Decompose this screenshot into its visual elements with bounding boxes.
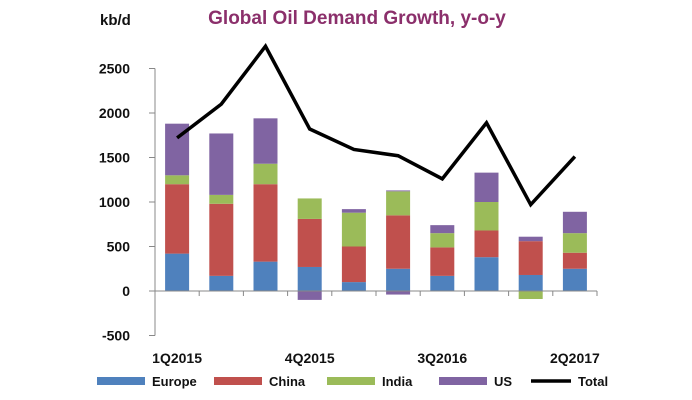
x-tick-label: 4Q2015 — [285, 350, 335, 366]
bar-europe-1q2016 — [341, 282, 366, 291]
x-tick-label: 1Q2015 — [152, 350, 202, 366]
x-axis: 1Q2015 4Q2015 3Q2016 2Q2017 — [152, 350, 600, 366]
bar-india-4q2015 — [297, 198, 322, 219]
bar-india-2q2017 — [562, 233, 587, 253]
legend: Europe China India US Total — [97, 374, 608, 389]
bar-europe-1q2015 — [165, 253, 190, 291]
legend-label-india: India — [382, 374, 413, 389]
bar-china-3q2015 — [253, 184, 278, 262]
bar-india-1q2016 — [341, 212, 366, 247]
legend-swatch-china — [214, 377, 262, 385]
legend-label-us: US — [494, 374, 512, 389]
bar-india-1q2015 — [165, 175, 190, 185]
bar-europe-2q2017 — [562, 268, 587, 291]
line-total — [176, 43, 577, 208]
legend-swatch-india — [327, 377, 375, 385]
bar-us-4q2016 — [474, 172, 499, 202]
bar-us-2q2016 — [386, 190, 411, 192]
legend-label-china: China — [269, 374, 306, 389]
bar-us-1q2017 — [518, 236, 543, 242]
bar-europe-4q2016 — [474, 257, 499, 291]
bar-series — [165, 118, 587, 300]
bar-india-2q2015 — [209, 194, 234, 204]
y-tick-label: 2500 — [99, 61, 130, 77]
bar-china-4q2016 — [474, 230, 499, 258]
bar-europe-3q2015 — [253, 261, 278, 291]
bar-india-4q2016 — [474, 202, 499, 231]
bar-china-2q2016 — [386, 215, 411, 269]
y-tick-label: 0 — [122, 283, 130, 299]
bar-europe-2q2016 — [386, 268, 411, 291]
bar-us-negative-4q2015 — [297, 291, 322, 300]
bar-us-3q2016 — [430, 225, 455, 234]
y-tick-label: 2000 — [99, 105, 130, 121]
bar-china-1q2015 — [165, 184, 190, 254]
bar-china-3q2016 — [430, 247, 455, 276]
bar-china-1q2016 — [341, 246, 366, 283]
legend-swatch-europe — [97, 377, 145, 385]
x-tick-label: 3Q2016 — [417, 350, 467, 366]
y-tick-label: -500 — [102, 328, 130, 344]
bar-china-2q2017 — [562, 252, 587, 269]
legend-swatch-us — [439, 377, 487, 385]
x-tick-label: 2Q2017 — [550, 350, 600, 366]
bar-us-2q2017 — [562, 211, 587, 234]
y-axis-unit-label: kb/d — [100, 12, 131, 29]
legend-label-total: Total — [578, 374, 608, 389]
bar-china-1q2017 — [518, 241, 543, 275]
bar-india-2q2016 — [386, 191, 411, 216]
bar-europe-2q2015 — [209, 275, 234, 291]
bar-europe-4q2015 — [297, 266, 322, 291]
bar-us-3q2015 — [253, 118, 278, 164]
bar-india-1q2017 — [518, 291, 543, 300]
total-line — [176, 43, 577, 208]
legend-label-europe: Europe — [152, 374, 197, 389]
axes — [154, 68, 598, 336]
y-tick-label: 1500 — [99, 150, 130, 166]
bar-china-4q2015 — [297, 218, 322, 267]
bar-india-3q2015 — [253, 163, 278, 185]
y-tick-label: 500 — [107, 239, 131, 255]
chart-title: Global Oil Demand Growth, y-o-y — [208, 8, 506, 29]
y-tick-label: 1000 — [99, 194, 130, 210]
bar-china-2q2015 — [209, 203, 234, 276]
bar-europe-1q2017 — [518, 274, 543, 291]
bar-india-3q2016 — [430, 233, 455, 248]
bar-us-1q2016 — [341, 209, 366, 213]
bar-us-2q2015 — [209, 133, 234, 195]
bar-us-negative-2q2016 — [386, 291, 411, 295]
y-axis: 2500 2000 1500 1000 500 0 -500 — [99, 61, 155, 344]
bar-europe-3q2016 — [430, 275, 455, 291]
